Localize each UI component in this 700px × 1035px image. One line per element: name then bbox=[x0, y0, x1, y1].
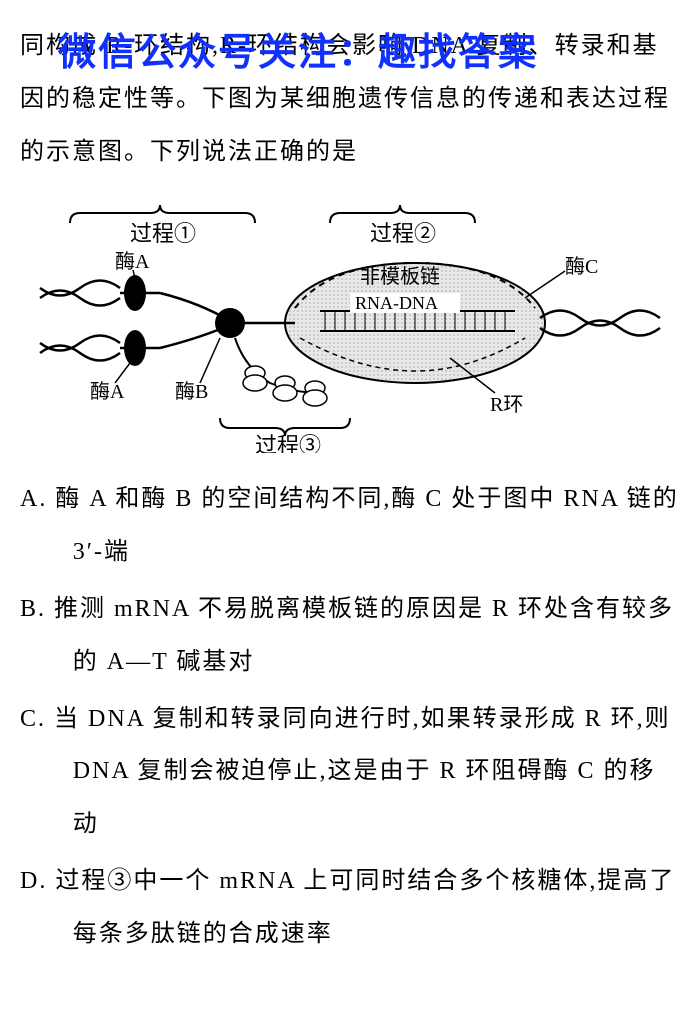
enzyme-a-top-label: 酶A bbox=[115, 250, 150, 273]
option-d: D. 过程③中一个 mRNA 上可同时结合多个核糖体,提高了每条多肽链的合成速率 bbox=[20, 855, 680, 961]
non-template-label: 非模板链 bbox=[360, 265, 440, 288]
process3-label: 过程③ bbox=[255, 433, 321, 453]
enzyme-c-label: 酶C bbox=[565, 255, 598, 278]
enzyme-b-label: 酶B bbox=[175, 380, 208, 403]
option-a: A. 酶 A 和酶 B 的空间结构不同,酶 C 处于图中 RNA 链的 3′-端 bbox=[20, 473, 680, 579]
biology-diagram: 过程① 过程② 非模板链 酶A 酶A 酶B RNA-DNA bbox=[20, 193, 680, 453]
question-intro: 同构成 R-环结构,R-环结构会影响 DNA 复制、转录和基因的稳定性等。下图为… bbox=[20, 20, 680, 178]
rna-dna-label: RNA-DNA bbox=[355, 293, 438, 313]
r-loop-label: R环 bbox=[490, 394, 523, 416]
watermark-overlay: 微信公众号关注：趣找答案 bbox=[58, 12, 538, 96]
option-b: B. 推测 mRNA 不易脱离模板链的原因是 R 环处含有较多的 A—T 碱基对 bbox=[20, 583, 680, 689]
process1-label: 过程① bbox=[130, 221, 196, 246]
answer-options: A. 酶 A 和酶 B 的空间结构不同,酶 C 处于图中 RNA 链的 3′-端… bbox=[20, 473, 680, 960]
process2-label: 过程② bbox=[370, 221, 436, 246]
enzyme-a-bottom-label: 酶A bbox=[90, 380, 125, 403]
option-c: C. 当 DNA 复制和转录同向进行时,如果转录形成 R 环,则 DNA 复制会… bbox=[20, 693, 680, 851]
